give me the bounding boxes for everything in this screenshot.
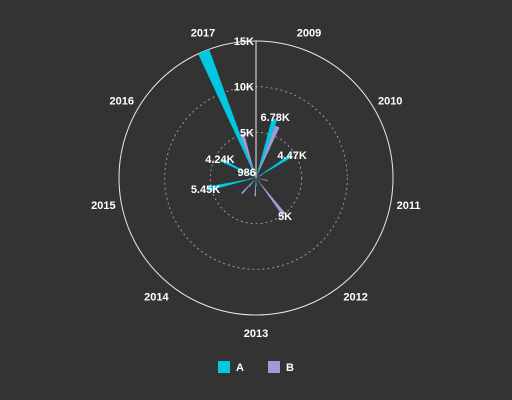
- category-label-2017: 2017: [191, 27, 215, 39]
- data-label: 4.47K: [277, 150, 306, 162]
- legend-item-B[interactable]: B: [268, 361, 294, 374]
- bar-A-2010[interactable]: [256, 154, 292, 178]
- bar-B-2012[interactable]: [256, 178, 286, 216]
- legend-swatch: [218, 361, 230, 373]
- bar-A-2016[interactable]: [220, 158, 256, 178]
- bar-A-2012[interactable]: [256, 178, 260, 183]
- radial-tick-label: 15K: [234, 36, 254, 48]
- bar-B-2016[interactable]: [248, 172, 256, 178]
- category-label-2012: 2012: [343, 292, 367, 304]
- legend-item-A[interactable]: A: [218, 361, 244, 374]
- bars: [198, 49, 292, 216]
- legend-label: B: [286, 362, 294, 374]
- bar-B-2013[interactable]: [254, 178, 256, 197]
- data-label: 986: [238, 167, 256, 179]
- bar-A-2015[interactable]: [206, 178, 256, 191]
- legend-label: A: [236, 362, 244, 374]
- bar-A-2009[interactable]: [256, 118, 278, 178]
- data-label: 5K: [278, 211, 292, 223]
- grid-circle-10000: [164, 86, 348, 270]
- bar-B-2010[interactable]: [256, 174, 263, 178]
- bar-A-2017[interactable]: [198, 49, 256, 179]
- category-label-2016: 2016: [110, 96, 134, 108]
- bar-B-2014[interactable]: [241, 178, 256, 195]
- radial-axis: 5K 10K 15K: [234, 36, 257, 178]
- data-label: 4.24K: [205, 154, 234, 166]
- bar-A-2013[interactable]: [256, 178, 257, 187]
- category-label-2013: 2013: [244, 328, 268, 340]
- bar-B-2015[interactable]: [248, 178, 256, 180]
- category-label-2010: 2010: [378, 96, 402, 108]
- bar-A-2014[interactable]: [248, 178, 256, 187]
- data-label: 6.78K: [261, 112, 290, 124]
- radial-tick-label: 10K: [234, 82, 254, 94]
- grid-circle-5000: [209, 131, 303, 225]
- category-label-2011: 2011: [397, 200, 421, 212]
- legend-swatch: [268, 361, 280, 373]
- radial-tick-label: 5K: [240, 127, 254, 139]
- bar-B-2011[interactable]: [256, 178, 268, 182]
- category-label-2014: 2014: [144, 292, 169, 304]
- bar-B-2017[interactable]: [240, 133, 256, 178]
- category-labels: 2009 2010 2011 2012 2013 2014 2015 2016 2017: [91, 27, 420, 340]
- category-label-2015: 2015: [91, 200, 115, 212]
- bar-B-2009[interactable]: [256, 125, 280, 178]
- data-labels: 6.78K 4.47K 5K 5.45K 4.24K 986: [191, 112, 307, 223]
- category-label-2009: 2009: [297, 27, 321, 39]
- data-label: 5.45K: [191, 184, 220, 196]
